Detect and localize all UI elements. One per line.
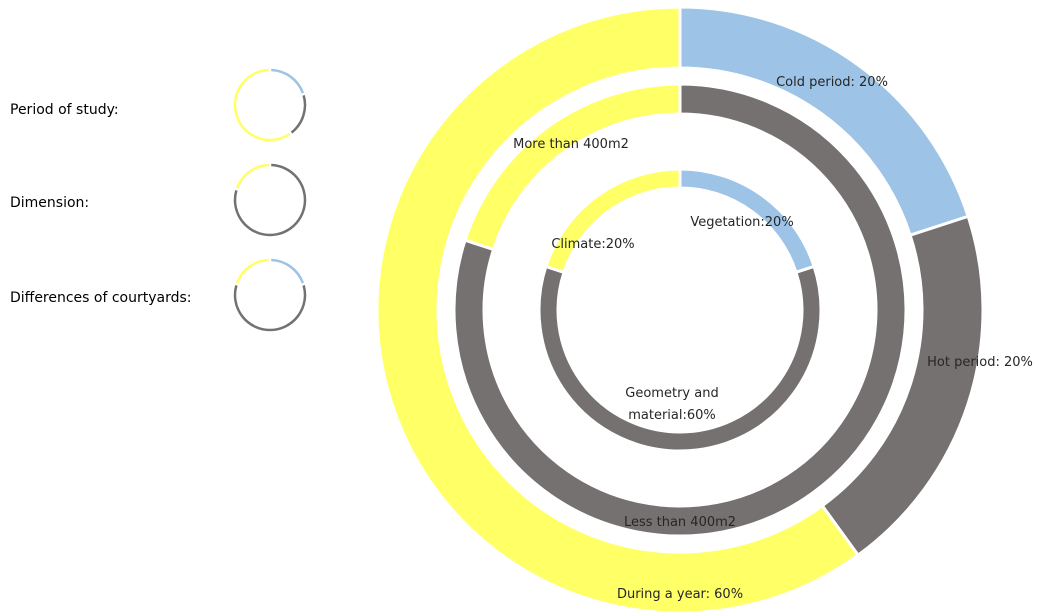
ring-segment xyxy=(544,167,682,275)
legend-icon-segment xyxy=(290,95,307,134)
segment-label: During a year: 60% xyxy=(616,587,744,602)
segment-label: Less than 400m2 xyxy=(623,515,737,530)
legend-icon-segment xyxy=(271,68,305,94)
legend-icon-segment xyxy=(235,258,269,284)
legend-icon-segment xyxy=(271,258,305,284)
segment-label: Hot period: 20% xyxy=(927,355,1033,370)
segment-label: Cold period: 20% xyxy=(776,75,888,90)
ring-segment xyxy=(678,5,971,238)
legend-icon-segment xyxy=(233,68,291,142)
segment-label: More than 400m2 xyxy=(513,137,629,152)
ring-segment xyxy=(375,5,861,615)
legend-icon-segment xyxy=(233,163,307,237)
segment-label: Vegetation:20% xyxy=(690,215,794,230)
ring-segment xyxy=(452,82,908,538)
ring-segment xyxy=(463,82,682,252)
segment-label: Geometry and material:60% xyxy=(625,386,719,423)
legend-label: Differences of courtyards: xyxy=(10,290,192,306)
legend-label: Dimension: xyxy=(10,195,90,211)
legend-icon-segment xyxy=(235,163,269,189)
legend-label: Period of study: xyxy=(10,102,119,118)
segment-label: Climate:20% xyxy=(551,237,635,252)
legend-icon-segment xyxy=(233,285,307,332)
